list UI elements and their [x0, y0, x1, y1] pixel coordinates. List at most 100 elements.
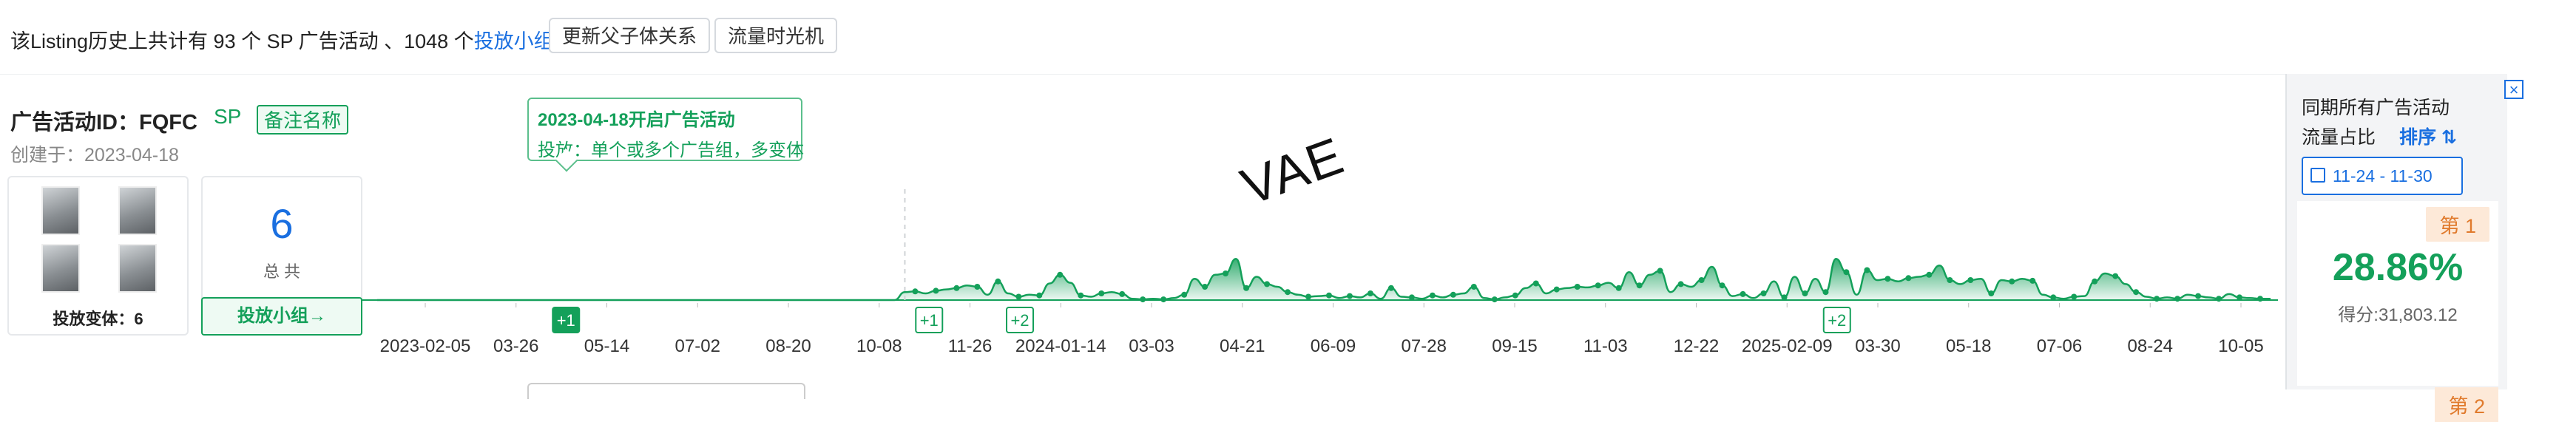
- data-point: [1512, 292, 1518, 299]
- variant-count-label: 投放变体：6: [53, 310, 143, 328]
- x-tick-label: 09-15: [1492, 336, 1537, 356]
- data-point: [2154, 296, 2160, 302]
- data-point: [2092, 278, 2098, 285]
- data-point: [2050, 294, 2057, 301]
- ad-group-count-label: 总 共: [263, 262, 301, 281]
- data-point: [1740, 290, 1746, 297]
- traffic-share-panel: × 同期所有广告活动 流量占比 排序 ⇅ 11-24 - 11-30 第 1 2…: [2285, 74, 2523, 422]
- x-tick-label: 08-24: [2128, 336, 2173, 356]
- data-point: [2071, 293, 2078, 300]
- data-point: [1223, 270, 1229, 276]
- ad-group-count-card: 6 总 共 投放小组→: [201, 176, 362, 336]
- x-tick-label: 03-30: [1855, 336, 1900, 356]
- data-point: [1822, 289, 1829, 296]
- data-point: [1285, 289, 1291, 296]
- marker-label: +1: [557, 311, 575, 330]
- data-point: [1967, 277, 1974, 283]
- x-tick-label: 03-03: [1129, 336, 1174, 356]
- campaign-type-tag: SP: [214, 105, 242, 128]
- data-point: [1015, 293, 1022, 300]
- x-tick-label: 07-28: [1402, 336, 1447, 356]
- data-point: [1843, 269, 1850, 276]
- data-point: [1264, 281, 1271, 287]
- traffic-trend-chart[interactable]: 2023-02-05 03-26 05-14 07-02 08-20 10-08 11-26…: [362, 167, 2278, 359]
- data-point: [1802, 290, 1808, 296]
- panel-title: 同期所有广告活动: [2302, 98, 2450, 118]
- x-tick-label: 05-14: [584, 336, 629, 356]
- marker-badge: [1006, 307, 1035, 333]
- data-point: [1491, 296, 1498, 303]
- data-point: [1305, 293, 1312, 300]
- sort-button[interactable]: 排序 ⇅: [2399, 123, 2457, 149]
- x-tick-label: 07-02: [675, 336, 720, 356]
- data-point: [1760, 290, 1767, 296]
- x-tick-label: 07-06: [2037, 336, 2082, 356]
- data-point: [1078, 292, 1084, 299]
- traffic-share-percent: 28.86%: [2332, 246, 2464, 289]
- variant-thumbnails[interactable]: 投放变体：6: [7, 176, 189, 336]
- ad-group-link[interactable]: 投放小组: [473, 30, 554, 52]
- data-point: [1719, 282, 1725, 289]
- data-point: [1532, 280, 1539, 287]
- data-point: [1036, 292, 1043, 299]
- x-tick-label: 11-26: [948, 336, 993, 356]
- variant-thumbnail: [41, 244, 80, 293]
- x-tick-label: 04-21: [1220, 336, 1265, 356]
- data-point: [1160, 296, 1167, 303]
- listing-summary: 该Listing历史上共计有 93 个 SP 广告活动 、1048 个投放小组?: [10, 25, 578, 54]
- data-point: [1140, 296, 1146, 303]
- data-point: [2237, 294, 2243, 301]
- area-fill: [377, 259, 2271, 300]
- data-point: [1988, 290, 1995, 296]
- tooltip-title: 2023-04-18开启广告活动: [538, 110, 735, 130]
- x-tick-label: 10-08: [856, 336, 902, 356]
- data-point: [1346, 293, 1353, 299]
- data-point: [1057, 271, 1064, 278]
- x-tick-label: 2023-02-05: [380, 336, 471, 356]
- update-parent-child-button[interactable]: 更新父子体关系: [549, 18, 711, 53]
- data-point: [1905, 275, 1912, 282]
- marker-badge: [552, 307, 581, 333]
- campaign-title: 广告活动ID：FQFC: [10, 111, 197, 135]
- ad-group-button[interactable]: 投放小组→: [201, 297, 362, 336]
- data-point: [2112, 273, 2119, 279]
- data-point: [995, 278, 1001, 285]
- ad-group-count: 6: [270, 200, 294, 247]
- x-tick-label: 03-26: [493, 336, 538, 356]
- data-point: [1119, 290, 1126, 297]
- data-point: [1408, 294, 1415, 301]
- data-point: [2029, 277, 2036, 284]
- tooltip-description: 投放：单个或多个广告组，多变体: [538, 140, 804, 160]
- data-point: [1657, 268, 1663, 274]
- data-point: [2257, 296, 2264, 302]
- marker-badge: [1822, 307, 1851, 333]
- traffic-time-machine-button[interactable]: 流量时光机: [714, 18, 838, 53]
- rank-card: 第 1 28.86% 得分:31,803.12: [2297, 201, 2498, 386]
- close-icon[interactable]: ×: [2504, 80, 2523, 99]
- rank-badge-2: 第 2: [2435, 387, 2498, 422]
- x-tick-label: 2025-02-09: [1742, 336, 1833, 356]
- x-tick-label: 08-20: [765, 336, 811, 356]
- date-range-picker[interactable]: 11-24 - 11-30: [2302, 157, 2463, 195]
- data-point: [2133, 289, 2140, 296]
- data-point: [2216, 296, 2222, 302]
- variant-thumbnail: [41, 186, 80, 235]
- data-point: [1595, 282, 1601, 289]
- calendar-icon: [2310, 168, 2325, 183]
- x-tick-label: 12-22: [1674, 336, 1719, 356]
- top-bar: 该Listing历史上共计有 93 个 SP 广告活动 、1048 个投放小组?…: [0, 0, 2507, 75]
- note-name-button[interactable]: 备注名称: [257, 105, 349, 135]
- data-point: [1947, 277, 1953, 283]
- marker-label: +1: [920, 311, 939, 330]
- data-point: [1202, 284, 1208, 290]
- data-point: [1698, 277, 1705, 283]
- data-point: [1181, 291, 1188, 298]
- data-point: [1367, 290, 1373, 296]
- sort-label: 排序: [2399, 127, 2437, 148]
- variant-thumbnail: [118, 186, 157, 235]
- data-point: [1884, 276, 1891, 282]
- data-point: [1387, 285, 1394, 291]
- data-point: [1636, 282, 1643, 289]
- data-point: [1098, 290, 1105, 296]
- data-point: [1470, 284, 1477, 290]
